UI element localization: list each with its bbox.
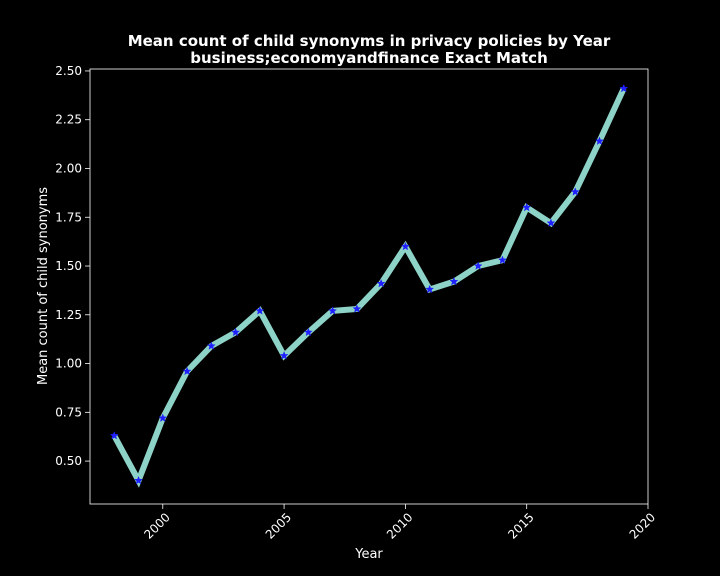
data-point: [352, 304, 362, 313]
chart-title: Mean count of child synonyms in privacy …: [128, 32, 611, 50]
data-point: [400, 241, 410, 251]
y-axis-label: Mean count of child synonyms: [36, 187, 51, 385]
data-point: [182, 366, 192, 376]
x-tick-label: 2000: [141, 510, 172, 541]
y-tick-label: 0.75: [55, 405, 82, 419]
x-axis-label: Year: [354, 547, 383, 562]
y-tick-label: 2.00: [55, 161, 82, 175]
data-point: [449, 276, 459, 286]
data-point: [231, 327, 241, 337]
y-tick-label: 1.50: [55, 259, 82, 273]
data-point: [158, 413, 168, 422]
x-tick-label: 2015: [505, 510, 536, 541]
x-tick-label: 2020: [627, 510, 658, 541]
data-point: [206, 341, 216, 350]
data-point: [570, 187, 580, 196]
data-point: [619, 83, 629, 93]
plot-border: [89, 68, 649, 505]
data-point: [522, 202, 532, 212]
data-point: [497, 255, 507, 264]
chart-subtitle: business;economyandfinance Exact Match: [190, 49, 548, 67]
data-point: [255, 306, 265, 315]
data-point: [134, 475, 143, 485]
data-point: [109, 431, 119, 440]
data-point: [376, 278, 386, 288]
y-tick-label: 2.50: [55, 64, 82, 78]
y-tick-label: 1.00: [55, 357, 82, 371]
data-point: [303, 327, 313, 337]
x-tick-label: 2010: [384, 510, 415, 541]
series-line: [111, 87, 627, 488]
data-point: [546, 218, 556, 227]
x-axis: 2000 2005 2010 2015 2020: [141, 504, 658, 542]
data-point: [595, 136, 604, 145]
plot-area: [89, 68, 649, 505]
series-group: [109, 83, 629, 488]
y-axis: 0.50 0.75 1.00 1.25 1.50 1.75 2.00 2.25 2.50: [55, 64, 90, 468]
x-tick-label: 2005: [263, 510, 294, 541]
y-tick-label: 1.25: [55, 308, 82, 322]
data-point: [425, 284, 435, 294]
data-point: [279, 351, 289, 360]
data-point: [328, 306, 338, 315]
data-point: [473, 261, 483, 270]
y-tick-label: 0.50: [55, 454, 82, 468]
y-tick-label: 1.75: [55, 210, 82, 224]
y-tick-label: 2.25: [55, 113, 82, 127]
